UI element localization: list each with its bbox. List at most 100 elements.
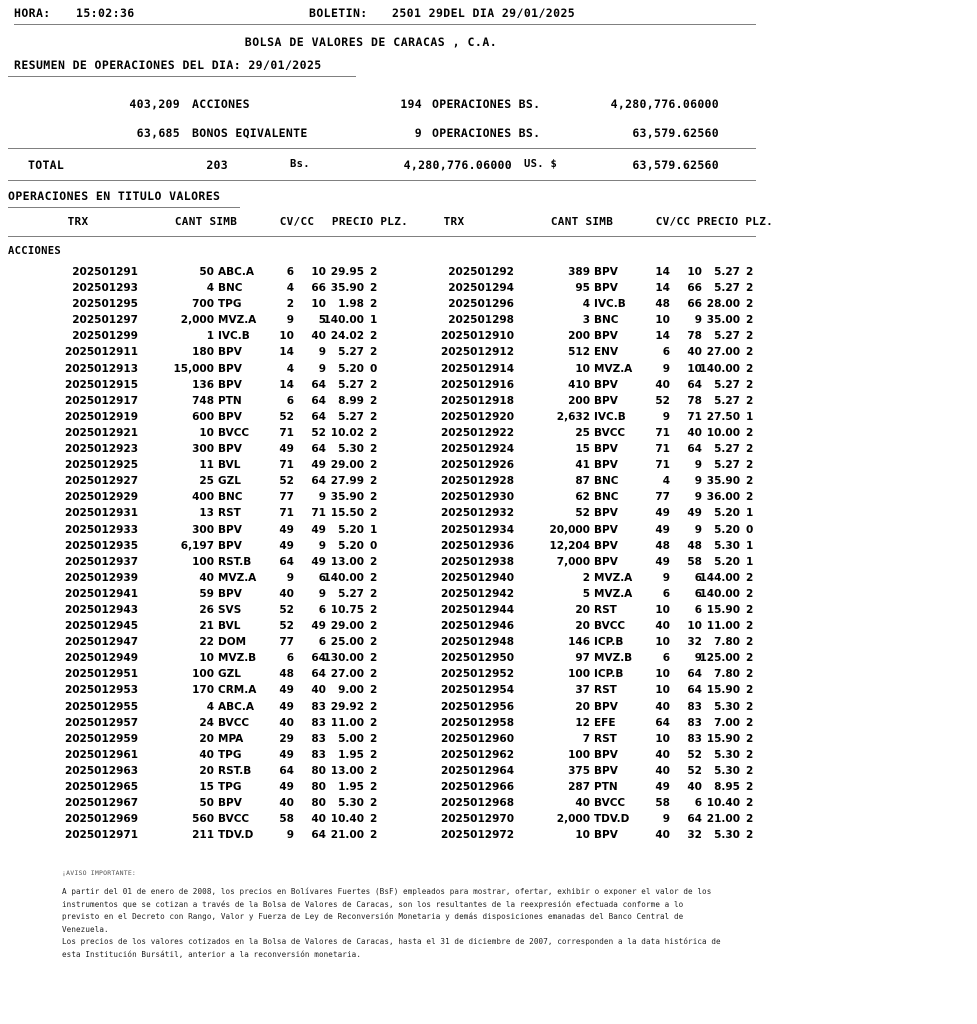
left-cell-cc: 6 — [318, 603, 326, 616]
right-cell-precio: 144.00 — [699, 571, 740, 584]
left-cell-cv: 49 — [279, 523, 294, 536]
table-row: 2025012947 22 DOM 77 6 25.00 2 2025012948 146 ICP… — [0, 636, 760, 652]
left-cell-precio: 1.98 — [338, 298, 364, 311]
right-cell-simb: RST — [594, 732, 617, 745]
right-cell-plz: 2 — [746, 587, 754, 600]
left-cell-cv: 40 — [279, 716, 294, 729]
right-cell-precio: 7.80 — [714, 668, 740, 681]
table-row: 2025012945 21 BVL 52 49 29.00 2 2025012946 20 BVC… — [0, 620, 760, 636]
column-header-trx-left: TRX — [67, 215, 89, 228]
right-cell-cv: 9 — [662, 362, 670, 375]
right-cell-cv: 9 — [662, 571, 670, 584]
right-cell-cc: 64 — [687, 378, 702, 391]
right-cell-cc: 9 — [694, 314, 702, 327]
right-cell-cv: 14 — [655, 266, 670, 278]
right-cell-precio: 28.00 — [706, 298, 740, 311]
right-cell-trx: 2025012936 — [440, 539, 514, 552]
left-cell-cc: 83 — [311, 748, 326, 761]
left-cell-simb: GZL — [218, 668, 241, 681]
left-cell-cv: 71 — [279, 507, 294, 520]
right-cell-cc: 40 — [687, 781, 702, 793]
right-cell-cc: 52 — [687, 748, 702, 761]
table-header-divider — [8, 236, 756, 237]
table-row: 202501297 2,000 MVZ.A 9 5 140.00 1 202501298 3 BN… — [0, 314, 760, 330]
right-cell-simb: ENV — [594, 346, 619, 359]
left-cell-plz: 2 — [370, 748, 378, 761]
left-cell-cant: 180 — [192, 346, 214, 359]
left-cell-cant: 50 — [199, 266, 214, 278]
left-cell-precio: 5.27 — [338, 410, 364, 423]
right-cell-plz: 2 — [746, 829, 754, 842]
left-cell-cv: 49 — [279, 539, 294, 552]
right-cell-trx: 2025012918 — [440, 394, 514, 407]
right-cell-simb: BPV — [594, 266, 618, 278]
summary-operations-label: OPERACIONES BS. — [432, 97, 541, 111]
left-cell-cc: 83 — [311, 732, 326, 745]
table-row: 2025012935 6,197 BPV 49 9 5.20 0 2025012936 12,2… — [0, 540, 760, 556]
right-cell-precio: 5.30 — [714, 700, 740, 713]
left-cell-cc: 40 — [311, 813, 326, 826]
right-cell-simb: IVC.B — [594, 410, 626, 423]
right-cell-plz: 2 — [746, 378, 754, 391]
left-cell-trx: 202501297 — [72, 314, 138, 327]
right-cell-cc: 10 — [687, 620, 702, 633]
left-cell-precio: 140.00 — [323, 314, 364, 327]
left-cell-cant: 22 — [199, 636, 214, 649]
left-cell-precio: 29.00 — [330, 620, 364, 633]
section-title-divider — [8, 207, 240, 208]
left-cell-plz: 2 — [370, 459, 378, 472]
left-cell-precio: 8.99 — [338, 394, 364, 407]
right-cell-precio: 140.00 — [699, 587, 740, 600]
right-cell-cant: 200 — [568, 330, 590, 343]
right-cell-cant: 40 — [575, 797, 590, 810]
right-cell-trx: 2025012928 — [440, 475, 514, 488]
right-cell-simb: BPV — [594, 443, 618, 456]
left-cell-trx: 2025012965 — [64, 781, 138, 793]
table-row: 2025012911 180 BPV 14 9 5.27 2 2025012912 512 ENV… — [0, 346, 760, 362]
left-cell-plz: 2 — [370, 571, 378, 584]
left-cell-cant: 700 — [192, 298, 214, 311]
right-cell-plz: 2 — [746, 266, 754, 278]
left-cell-trx: 2025012931 — [64, 507, 138, 520]
right-cell-cant: 2,000 — [556, 813, 590, 826]
right-cell-simb: TDV.D — [594, 813, 630, 826]
total-label: TOTAL — [28, 158, 65, 172]
left-cell-plz: 2 — [370, 507, 378, 520]
left-cell-plz: 2 — [370, 797, 378, 810]
right-cell-cv: 71 — [655, 443, 670, 456]
total-bs-value: 4,280,776.06000 — [403, 158, 512, 172]
right-cell-cc: 6 — [694, 571, 702, 584]
right-cell-cant: 2 — [582, 571, 590, 584]
company-title: BOLSA DE VALORES DE CARACAS , C.A. — [244, 35, 498, 49]
right-cell-cv: 6 — [662, 652, 670, 665]
left-cell-precio: 13.00 — [330, 555, 364, 568]
right-cell-cc: 10 — [687, 266, 702, 278]
right-cell-cv: 64 — [655, 716, 670, 729]
right-cell-cant: 52 — [575, 507, 590, 520]
left-cell-simb: RST.B — [218, 764, 252, 777]
right-cell-plz: 2 — [746, 620, 754, 633]
right-cell-simb: BPV — [594, 523, 618, 536]
right-cell-precio: 140.00 — [699, 362, 740, 375]
left-cell-cant: 4 — [206, 282, 214, 295]
summary-amount: 4,280,776.06000 — [610, 97, 719, 111]
right-cell-precio: 5.27 — [714, 282, 740, 295]
left-cell-cant: 59 — [199, 587, 214, 600]
column-header-precio-plz-left: PRECIO PLZ. — [331, 215, 409, 228]
right-cell-trx: 2025012954 — [440, 684, 514, 697]
right-cell-plz: 2 — [746, 700, 754, 713]
right-cell-trx: 202501296 — [448, 298, 514, 311]
right-cell-cv: 40 — [655, 748, 670, 761]
left-cell-simb: BVCC — [218, 426, 250, 439]
right-cell-precio: 7.80 — [714, 636, 740, 649]
right-cell-cant: 41 — [575, 459, 590, 472]
right-cell-precio: 35.00 — [706, 314, 740, 327]
right-cell-cv: 58 — [655, 797, 670, 810]
left-cell-simb: ABC.A — [218, 266, 254, 278]
left-cell-precio: 27.99 — [330, 475, 364, 488]
summary-name: BONOS EQIVALENTE — [192, 126, 308, 140]
left-cell-precio: 15.50 — [330, 507, 364, 520]
hora-label: HORA: — [14, 6, 51, 20]
group-label-acciones: ACCIONES — [8, 245, 61, 257]
left-cell-simb: BVCC — [218, 813, 250, 826]
